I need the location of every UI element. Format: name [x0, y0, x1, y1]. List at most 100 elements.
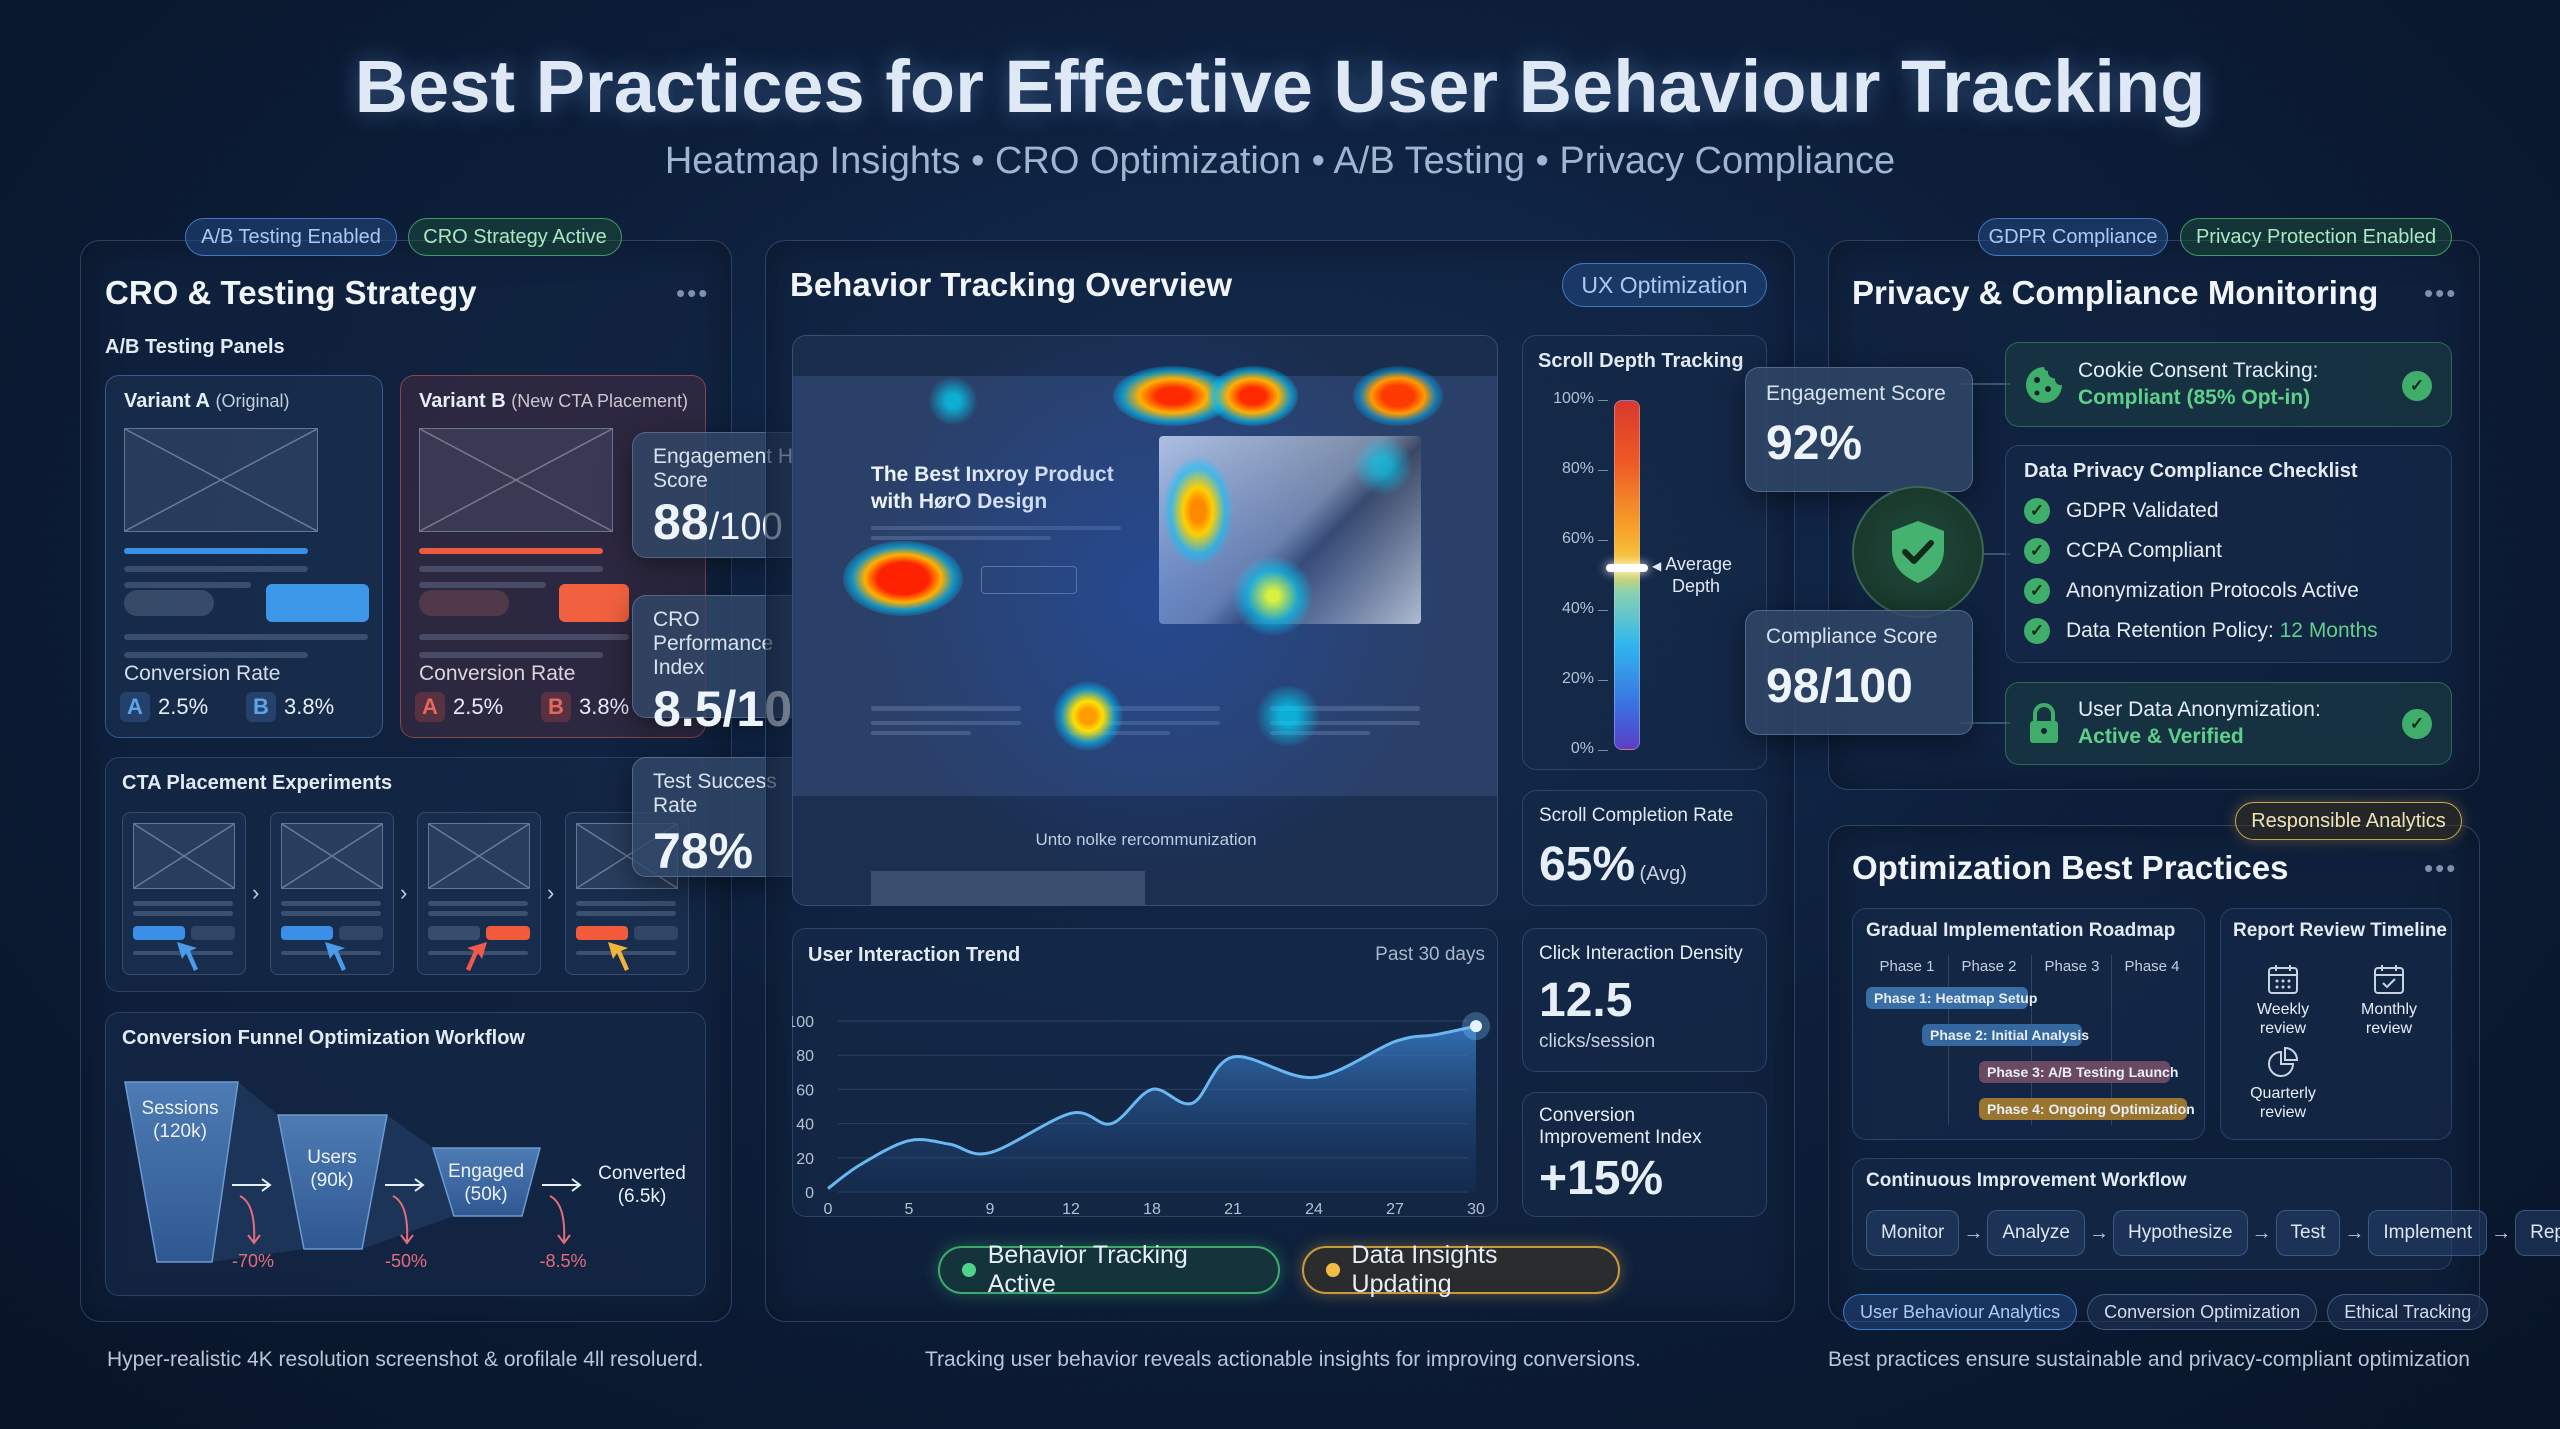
workflow-step[interactable]: Repeat [2515, 1210, 2560, 1256]
variant-b-rate: 3.8% [579, 694, 630, 719]
image-placeholder-icon [124, 428, 318, 532]
behavior-tracking-status: Behavior Tracking Active [938, 1241, 1280, 1298]
funnel-label: Engaged [448, 1161, 524, 1182]
status-dot-icon [962, 1263, 976, 1277]
chevron-right-icon: › [400, 880, 408, 905]
variant-a-card[interactable]: Variant A (Original) Conversion Rate A 2… [105, 375, 383, 738]
compliance-checklist-card: Data Privacy Compliance Checklist ✓ GDPR … [2005, 445, 2452, 663]
variant-b-name: Variant B [419, 390, 506, 412]
scroll-completion-value: 65% [1539, 838, 1636, 891]
test-success-label: Test Success Rate [653, 770, 777, 818]
more-menu-icon[interactable]: ••• [2424, 278, 2458, 308]
page-title: Best Practices for Effective User Behavi… [354, 45, 2206, 128]
engagement-score-value: 92% [1766, 417, 1863, 471]
arrow-right-icon: → [2344, 1221, 2365, 1244]
variant-a-tag: A [415, 692, 445, 722]
conversion-improvement-value: +15% [1539, 1151, 1664, 1205]
workflow-title: Continuous Improvement Workflow [1866, 1170, 2187, 1191]
workflow-step[interactable]: Test [2275, 1210, 2341, 1256]
report-review-title: Report Review Timeline [2233, 920, 2447, 941]
anonymization-label: User Data Anonymization: [2078, 698, 2321, 721]
funnel-stage-engaged [431, 1147, 541, 1217]
chevron-right-icon: › [547, 880, 555, 905]
responsible-analytics-badge: Responsible Analytics [2235, 802, 2462, 840]
scroll-depth-tick: 80% [1561, 460, 1594, 477]
checklist-item: ✓ CCPA Compliant [2024, 531, 2433, 571]
ux-optimization-badge: UX Optimization [1562, 263, 1767, 307]
scroll-depth-card [1522, 335, 1767, 770]
more-menu-icon[interactable]: ••• [2424, 853, 2458, 883]
x-tick-label: 12 [1062, 1201, 1080, 1217]
workflow-step[interactable]: Hypothesize [2112, 1210, 2248, 1256]
cta-button-blue [266, 584, 369, 622]
variant-a-tag: A [120, 692, 150, 722]
cta-variant-mockup[interactable] [417, 812, 541, 975]
workflow-step[interactable]: Analyze [1987, 1210, 2085, 1256]
funnel-label: Converted [598, 1163, 686, 1184]
cro-panel-title: CRO & Testing Strategy [105, 274, 477, 311]
check-icon: ✓ [2024, 578, 2050, 604]
scroll-depth-tick: 100% [1553, 390, 1594, 407]
checklist-item: ✓ GDPR Validated [2024, 491, 2433, 531]
funnel-title: Conversion Funnel Optimization Workflow [122, 1027, 525, 1049]
anonymization-card: User Data Anonymization: Active & Verifie… [2005, 682, 2452, 765]
x-tick-label: 30 [1467, 1201, 1485, 1217]
heatmap-preview[interactable]: The Best Inxroy Product with HørO Design … [792, 335, 1498, 906]
behavior-panel-title: Behavior Tracking Overview [790, 266, 1233, 303]
click-density-unit: clicks/session [1539, 1031, 1656, 1052]
variant-a-note: (Original) [215, 391, 290, 411]
data-insights-status: Data Insights Updating [1302, 1241, 1620, 1298]
funnel-drop: -8.5% [539, 1251, 586, 1271]
conversion-improvement-label: Conversion Improvement Index [1539, 1105, 1702, 1148]
funnel-stage-sessions [124, 1081, 239, 1263]
cta-button-red [559, 584, 629, 622]
chart-title: User Interaction Trend [808, 944, 1021, 966]
variant-b-rate: 3.8% [284, 694, 335, 719]
privacy-protection-badge: Privacy Protection Enabled [2180, 218, 2452, 256]
calendar-check-icon [2374, 965, 2404, 994]
more-menu-icon[interactable]: ••• [676, 278, 710, 308]
click-density-label: Click Interaction Density [1539, 943, 1743, 964]
scroll-depth-gauge [1614, 400, 1640, 750]
compliance-score-label: Compliance Score [1766, 625, 1938, 648]
scroll-completion-card: Scroll Completion Rate 65% (Avg) [1522, 790, 1767, 906]
phase-column-header: Phase 2 [1961, 958, 2017, 975]
x-tick-label: 0 [824, 1201, 833, 1217]
anonymization-status: Active & Verified [2078, 725, 2244, 749]
scroll-depth-tick: 20% [1561, 670, 1594, 687]
cursor-icon [325, 942, 346, 971]
funnel-stage-users [277, 1114, 388, 1250]
variant-b-tag: B [541, 692, 571, 722]
scroll-depth-tick: 0% [1570, 740, 1594, 757]
trend-line [827, 1024, 1477, 1190]
calendar-icon [2268, 965, 2298, 994]
scroll-completion-label: Scroll Completion Rate [1539, 805, 1734, 826]
cta-variant-mockup[interactable] [270, 812, 394, 975]
check-icon: ✓ [2402, 371, 2432, 401]
scroll-depth-tick: 40% [1561, 600, 1594, 617]
variant-a-rate: 2.5% [158, 694, 209, 719]
arrow-right-icon: → [2491, 1221, 2512, 1244]
arrow-right-icon: → [1963, 1221, 1984, 1244]
cta-variant-mockup[interactable] [122, 812, 246, 975]
tag-conversion-optimization[interactable]: Conversion Optimization [2087, 1294, 2318, 1330]
check-icon: ✓ [2024, 498, 2050, 524]
funnel-drop: -50% [385, 1251, 427, 1271]
tag-ethical-tracking[interactable]: Ethical Tracking [2327, 1294, 2489, 1330]
roadmap-title: Gradual Implementation Roadmap [1866, 920, 2176, 941]
x-tick-label: 5 [905, 1201, 914, 1217]
tag-user-behaviour-analytics[interactable]: User Behaviour Analytics [1843, 1294, 2078, 1330]
conversion-funnel-chart: Sessions (120k) Users (90k) Engaged (50k… [124, 1081, 686, 1271]
monthly-review: Monthly review [2339, 962, 2439, 1038]
shield-check-icon [1852, 486, 1984, 618]
trend-chart: 0 20 40 60 80 100 0 5 9 12 18 21 24 27 30 [792, 1012, 1490, 1217]
workflow-step[interactable]: Implement [2368, 1210, 2488, 1256]
image-placeholder-icon [281, 823, 383, 889]
compliance-score-value: 98/100 [1766, 660, 1913, 714]
trend-endpoint[interactable] [1470, 1020, 1482, 1033]
x-tick-label: 21 [1224, 1201, 1242, 1217]
conversion-rate-label: Conversion Rate [124, 662, 281, 685]
workflow-step[interactable]: Monitor [1866, 1210, 1960, 1256]
x-tick-label: 18 [1143, 1201, 1161, 1217]
test-success-value: 78% [653, 823, 754, 880]
